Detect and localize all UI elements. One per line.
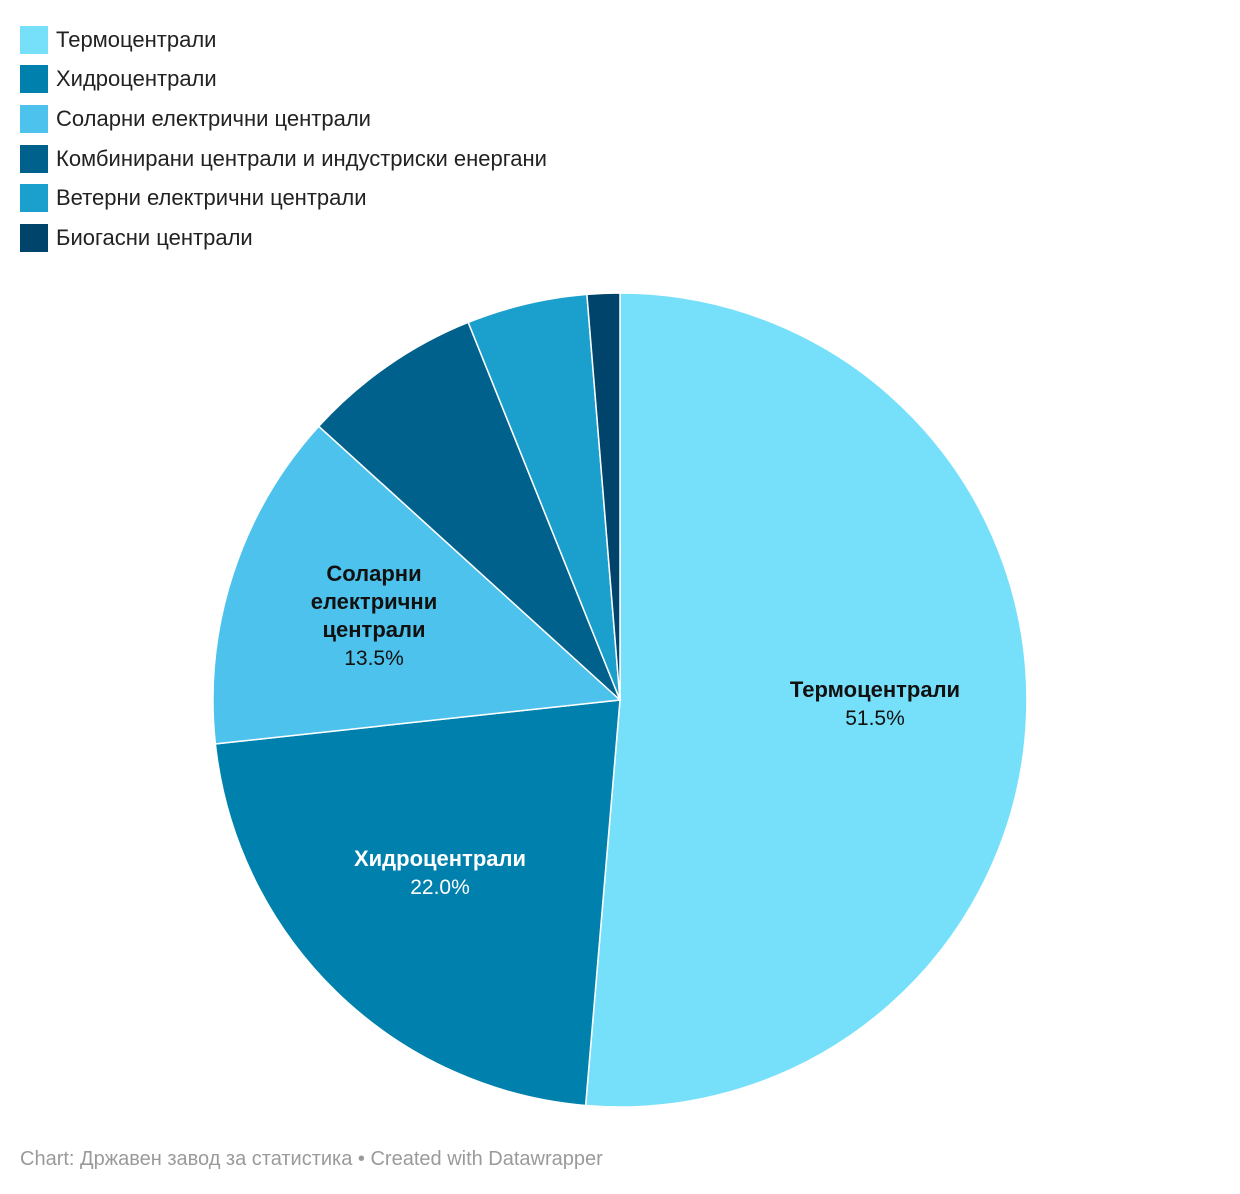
pie-slice: [212, 425, 622, 745]
legend-swatch: [20, 144, 48, 173]
legend-item: Соларни електрични централи: [20, 99, 547, 139]
legend-label: Соларни електрични централи: [56, 105, 371, 131]
legend-item: Хидроцентрали: [20, 60, 547, 100]
slice-value-label: 51.5%: [845, 707, 905, 730]
legend-swatch: [20, 65, 48, 94]
legend-item: Комбинирани централи и индустриски енерг…: [20, 139, 547, 179]
slice-value-label: 13.5%: [344, 647, 404, 670]
pie-slice: [586, 292, 621, 701]
slice-label: централи: [323, 617, 426, 642]
legend-swatch: [20, 25, 48, 54]
legend-item: Термоцентрали: [20, 20, 547, 60]
slice-label: електрични: [311, 589, 438, 614]
slice-label: Термоцентрали: [790, 677, 960, 702]
legend-swatch: [20, 104, 48, 133]
legend-label: Хидроцентрали: [56, 66, 217, 92]
chart-legend: Термоцентрали Хидроцентрали Соларни елек…: [20, 20, 547, 258]
legend-label: Термоцентрали: [56, 26, 217, 52]
slice-label: Соларни: [326, 561, 421, 586]
slice-label: Хидроцентрали: [354, 846, 526, 871]
legend-swatch: [20, 223, 48, 252]
pie-slice: [214, 699, 621, 1107]
legend-item: Ветерни електрични централи: [20, 178, 547, 218]
pie-slice: [317, 321, 621, 701]
legend-swatch: [20, 184, 48, 213]
legend-item: Биогасни централи: [20, 218, 547, 258]
slice-value-label: 22.0%: [410, 876, 470, 899]
legend-label: Комбинирани централи и индустриски енерг…: [56, 145, 547, 171]
chart-footer: Chart: Државен завод за статистика • Cre…: [20, 1148, 603, 1170]
legend-label: Биогасни централи: [56, 224, 253, 250]
pie-slice: [584, 292, 1028, 1108]
legend-label: Ветерни електрични централи: [56, 185, 367, 211]
